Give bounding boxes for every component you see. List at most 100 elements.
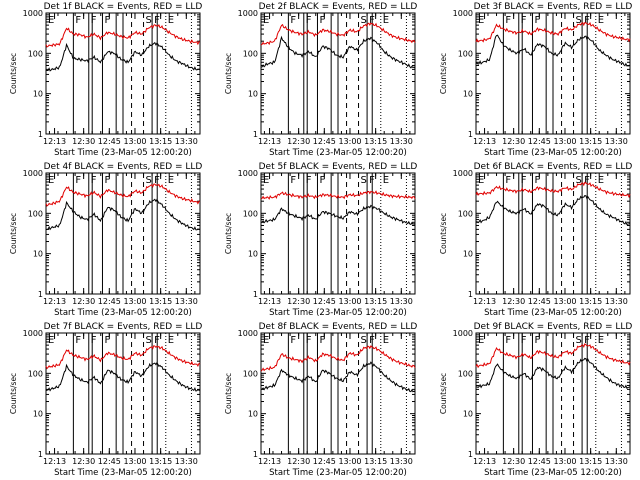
interval-label: F (505, 175, 511, 186)
chart-panel: Det 4f BLACK = Events, RED = LLDEFFFSFE1… (9, 162, 202, 318)
interval-label: F (306, 335, 312, 346)
lld-series-line (45, 183, 201, 207)
events-series-line (475, 34, 631, 67)
x-tick-label: 13:15 (364, 297, 387, 306)
y-tick-label: 1000 (453, 329, 473, 338)
x-axis-label: Start Time (23-Mar-05 12:00:20) (484, 468, 622, 478)
chart-panel: Det 6f BLACK = Events, RED = LLDEFFFSFE1… (439, 162, 632, 318)
lld-series-line (260, 345, 416, 372)
x-tick-label: 12:30 (502, 457, 525, 466)
x-tick-label: 13:15 (364, 457, 387, 466)
x-tick-label: 12:30 (72, 137, 95, 146)
interval-label: E (168, 335, 174, 346)
interval-label: S (361, 335, 367, 346)
y-tick-label: 1 (253, 290, 258, 299)
y-axis-label: Counts/sec (224, 373, 233, 414)
x-tick-label: 13:15 (149, 457, 172, 466)
y-tick-label: 10 (248, 410, 258, 419)
y-tick-label: 100 (458, 49, 473, 58)
x-axis-label: Start Time (23-Mar-05 12:00:20) (54, 308, 192, 318)
interval-label: S (146, 175, 152, 186)
interval-label: F (75, 335, 81, 346)
x-tick-label: 12:45 (528, 457, 551, 466)
interval-label: F (91, 15, 97, 26)
interval-label: E (478, 175, 484, 186)
y-tick-label: 10 (248, 250, 258, 259)
x-tick-label: 13:15 (579, 297, 602, 306)
y-tick-label: 1 (253, 450, 258, 459)
interval-label: F (319, 175, 325, 186)
chart-panel: Det 2f BLACK = Events, RED = LLDEFFFSFE1… (224, 2, 417, 158)
x-tick-label: 13:15 (579, 457, 602, 466)
y-axis-label: Counts/sec (9, 373, 18, 414)
x-axis-label: Start Time (23-Mar-05 12:00:20) (269, 148, 407, 158)
x-tick-label: 12:45 (313, 457, 336, 466)
y-axis-label: Counts/sec (9, 213, 18, 254)
interval-label: E (48, 175, 54, 186)
y-tick-label: 1000 (453, 169, 473, 178)
interval-label: F (290, 335, 296, 346)
x-tick-label: 13:15 (149, 297, 172, 306)
x-tick-label: 13:00 (553, 137, 576, 146)
y-axis-label: Counts/sec (439, 373, 448, 414)
interval-label: E (48, 335, 54, 346)
x-tick-label: 12:13 (258, 457, 281, 466)
events-series-line (260, 35, 416, 69)
x-tick-label: 13:30 (175, 297, 198, 306)
interval-label: F (534, 175, 540, 186)
y-tick-label: 1 (38, 130, 43, 139)
interval-label: E (478, 15, 484, 26)
chart-panel: Det 5f BLACK = Events, RED = LLDEFFFSFE1… (224, 162, 417, 318)
interval-label: S (576, 175, 582, 186)
y-tick-label: 1 (253, 130, 258, 139)
y-axis-label: Counts/sec (439, 213, 448, 254)
y-tick-label: 100 (28, 209, 43, 218)
x-tick-label: 13:00 (338, 137, 361, 146)
events-series-line (45, 41, 201, 72)
panel-title: Det 9f BLACK = Events, RED = LLD (474, 322, 633, 332)
lld-series-line (45, 24, 200, 48)
interval-label: E (168, 15, 174, 26)
chart-panel: Det 7f BLACK = Events, RED = LLDEFFFSFE1… (9, 322, 202, 478)
events-series-line (45, 198, 201, 231)
interval-label: F (521, 335, 527, 346)
interval-label: S (361, 15, 367, 26)
events-series-line (475, 195, 631, 226)
interval-label: F (290, 15, 296, 26)
interval-label: F (521, 15, 527, 26)
y-tick-label: 1 (38, 450, 43, 459)
interval-label: E (48, 15, 54, 26)
y-tick-label: 10 (33, 90, 43, 99)
events-series-line (45, 361, 201, 392)
y-tick-label: 1000 (238, 9, 258, 18)
interval-label: E (263, 15, 269, 26)
x-tick-label: 13:30 (605, 137, 628, 146)
interval-label: S (361, 175, 367, 186)
x-tick-label: 12:13 (43, 297, 66, 306)
interval-label: F (75, 175, 81, 186)
x-axis-label: Start Time (23-Mar-05 12:00:20) (54, 148, 192, 158)
interval-label: E (383, 335, 389, 346)
x-tick-label: 12:13 (258, 297, 281, 306)
interval-label: S (146, 15, 152, 26)
interval-label: E (168, 175, 174, 186)
interval-label: F (319, 335, 325, 346)
y-tick-label: 1000 (23, 9, 43, 18)
interval-label: F (534, 335, 540, 346)
panel-title: Det 4f BLACK = Events, RED = LLD (44, 162, 203, 172)
interval-label: F (534, 15, 540, 26)
x-tick-label: 13:30 (390, 137, 413, 146)
y-tick-label: 100 (28, 49, 43, 58)
y-axis-label: Counts/sec (224, 213, 233, 254)
x-tick-label: 13:15 (364, 137, 387, 146)
interval-label: F (104, 335, 110, 346)
y-tick-label: 10 (248, 90, 258, 99)
y-tick-label: 100 (243, 49, 258, 58)
y-tick-label: 1 (468, 290, 473, 299)
x-tick-label: 12:45 (528, 137, 551, 146)
x-axis-label: Start Time (23-Mar-05 12:00:20) (269, 308, 407, 318)
x-tick-label: 13:00 (338, 297, 361, 306)
x-tick-label: 13:00 (553, 457, 576, 466)
panel-title: Det 5f BLACK = Events, RED = LLD (259, 162, 418, 172)
